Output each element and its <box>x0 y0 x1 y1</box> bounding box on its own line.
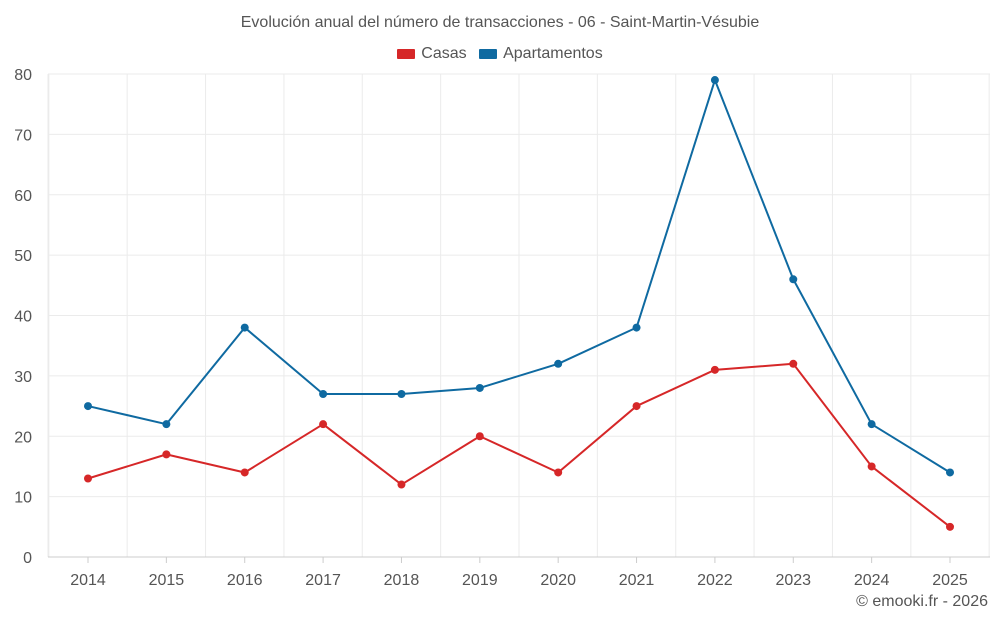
y-tick-label: 40 <box>14 309 32 326</box>
data-point-casas-2023[interactable] <box>789 359 798 368</box>
data-point-apartamentos-2022[interactable] <box>710 76 719 85</box>
legend-swatch-apartamentos <box>479 49 498 59</box>
y-tick-label: 10 <box>14 490 32 507</box>
x-tick-label: 2021 <box>619 572 655 589</box>
data-point-apartamentos-2018[interactable] <box>397 389 406 398</box>
data-point-apartamentos-2015[interactable] <box>162 420 171 429</box>
legend: Casas Apartamentos <box>0 45 1000 64</box>
x-tick-label: 2018 <box>384 572 420 589</box>
data-point-apartamentos-2019[interactable] <box>475 383 484 392</box>
data-point-casas-2022[interactable] <box>710 365 719 374</box>
y-tick-label: 50 <box>14 248 32 265</box>
legend-label-casas: Casas <box>421 45 467 62</box>
x-tick-label: 2015 <box>149 572 185 589</box>
data-point-apartamentos-2021[interactable] <box>632 323 641 332</box>
data-point-casas-2020[interactable] <box>554 468 563 477</box>
y-tick-label: 20 <box>14 429 32 446</box>
x-tick-label: 2020 <box>540 572 576 589</box>
x-tick-label: 2019 <box>462 572 498 589</box>
data-point-casas-2021[interactable] <box>632 402 641 411</box>
x-tick-label: 2022 <box>697 572 733 589</box>
data-point-apartamentos-2017[interactable] <box>319 389 328 398</box>
data-point-casas-2019[interactable] <box>475 432 484 441</box>
data-point-casas-2015[interactable] <box>162 450 171 459</box>
data-point-casas-2014[interactable] <box>84 474 92 483</box>
data-point-apartamentos-2025[interactable] <box>946 468 954 477</box>
x-tick-label: 2016 <box>227 572 263 589</box>
y-tick-label: 60 <box>14 188 32 205</box>
data-point-apartamentos-2016[interactable] <box>240 323 249 332</box>
chart-title: Evolución anual del número de transaccio… <box>240 14 760 31</box>
x-tick-label: 2017 <box>305 572 341 589</box>
data-point-casas-2025[interactable] <box>946 522 954 531</box>
x-tick-label: 2025 <box>932 572 968 589</box>
data-point-apartamentos-2024[interactable] <box>867 420 876 429</box>
data-point-casas-2017[interactable] <box>319 420 328 429</box>
y-tick-label: 80 <box>14 67 32 84</box>
copyright-text: © emooki.fr - 2026 <box>856 593 988 610</box>
x-tick-label: 2024 <box>854 572 890 589</box>
y-tick-label: 30 <box>14 369 32 386</box>
legend-label-apartamentos: Apartamentos <box>503 45 603 62</box>
data-point-casas-2018[interactable] <box>397 480 406 489</box>
data-point-casas-2016[interactable] <box>240 468 249 477</box>
y-tick-label: 70 <box>14 127 32 144</box>
series-line-casas <box>87 362 951 528</box>
data-point-apartamentos-2014[interactable] <box>84 402 92 411</box>
data-point-casas-2024[interactable] <box>867 462 876 471</box>
legend-item-apartamentos[interactable]: Apartamentos <box>479 45 603 63</box>
data-point-apartamentos-2023[interactable] <box>789 275 798 284</box>
x-tick-label: 2014 <box>70 572 106 589</box>
x-tick-label: 2023 <box>775 572 811 589</box>
legend-swatch-casas <box>397 49 416 59</box>
legend-item-casas[interactable]: Casas <box>397 45 467 63</box>
series-line-apartamentos <box>87 79 951 474</box>
data-point-apartamentos-2020[interactable] <box>554 359 563 368</box>
y-tick-label: 0 <box>23 550 32 567</box>
